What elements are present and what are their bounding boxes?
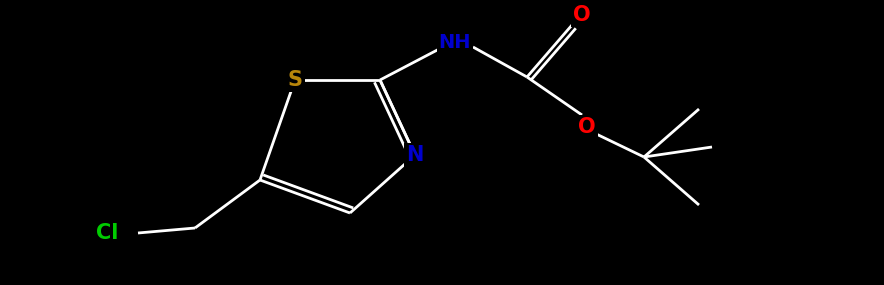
Text: S: S bbox=[287, 70, 302, 90]
Text: N: N bbox=[407, 145, 423, 165]
Text: O: O bbox=[573, 5, 591, 25]
Text: O: O bbox=[578, 117, 596, 137]
Text: NH: NH bbox=[438, 32, 471, 52]
Text: Cl: Cl bbox=[95, 223, 118, 243]
